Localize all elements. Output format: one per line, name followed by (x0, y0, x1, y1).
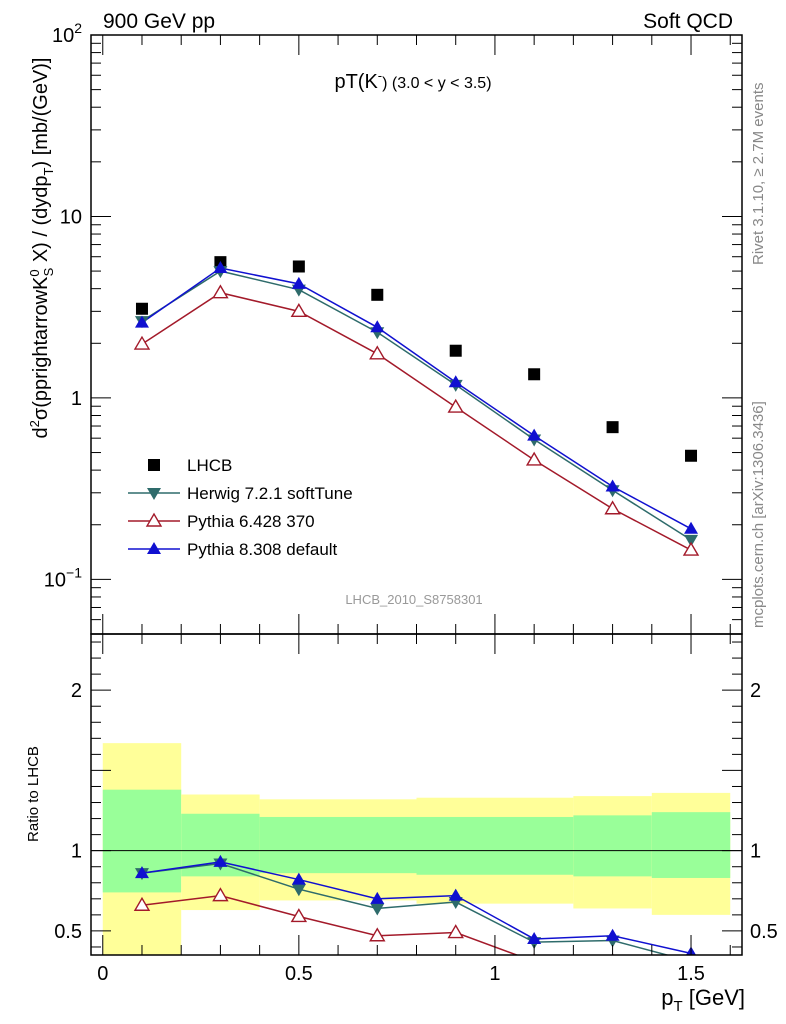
ratio-y-tick-label: 1 (71, 841, 82, 863)
data-point (292, 260, 305, 273)
legend-marker (145, 512, 163, 527)
mc-point (447, 398, 464, 413)
x-tick-label: 0.5 (285, 963, 313, 985)
ratio-point (133, 896, 151, 911)
mc-point (684, 534, 699, 547)
data-point (606, 421, 619, 434)
mc-point (133, 335, 151, 350)
mc-point (682, 541, 700, 556)
uncertainty-band-inner (651, 812, 731, 878)
series-line (141, 267, 692, 530)
legend-label: LHCB (187, 456, 232, 475)
main-plot-panel: 10−1 1 10 102 LHCB Herwig 7.2.1 softTune Pythi… (44, 20, 743, 635)
ratio-series-group (133, 854, 697, 955)
x-tick-label: 1.5 (677, 963, 705, 985)
rivet-version-text: Rivet 3.1.10, ≥ 2.7M events (750, 83, 767, 266)
mc-point (605, 479, 620, 492)
ratio-point (291, 872, 306, 885)
ratio-point (605, 928, 620, 941)
series-line (141, 270, 692, 541)
ratio-y-tick-label: 2 (750, 680, 761, 702)
ratio-point (213, 854, 228, 867)
mc-point (525, 451, 543, 466)
ratio-point (448, 888, 463, 901)
mc-point (212, 284, 229, 299)
legend-marker (148, 459, 160, 471)
y-tick-label: 102 (52, 20, 82, 47)
mc-point (134, 315, 149, 328)
x-axis-label: pT [GeV] (661, 985, 745, 1015)
data-point (135, 302, 148, 315)
ratio-point (369, 927, 386, 942)
ratio-line (141, 862, 670, 955)
data-point (528, 368, 541, 381)
mc-point (291, 276, 306, 289)
ratio-point (370, 891, 385, 904)
mcplots-site-text: mcplots.cern.ch [arXiv:1306.3436] (750, 401, 767, 628)
data-point (371, 288, 384, 301)
ratio-point (447, 924, 464, 939)
y-tick-label: 10 (60, 206, 82, 228)
y-axis-label: d2σ(pprightarrowK0S X) / (dydpT) [mb/(Ge… (27, 57, 56, 438)
uncertainty-band-inner (259, 816, 417, 874)
ratio-point (212, 887, 229, 902)
mc-point (290, 302, 308, 318)
mc-point (684, 521, 699, 534)
mc-point (370, 320, 385, 333)
mc-point (448, 375, 463, 388)
ratio-point (527, 931, 542, 944)
header-left: 900 GeV pp (103, 10, 215, 33)
legend-label: Pythia 8.308 default (187, 540, 338, 559)
x-tick-label: 0 (97, 963, 108, 985)
ratio-line (141, 861, 692, 955)
legend-marker (147, 542, 161, 554)
mc-point (604, 500, 621, 515)
header-right: Soft QCD (643, 10, 733, 33)
mc-point (369, 345, 386, 360)
ratio-point (611, 953, 614, 955)
ratio-point (134, 866, 149, 879)
mc-point (213, 260, 228, 273)
data-point (449, 344, 462, 357)
ratio-y-tick-label: 0.5 (750, 921, 778, 943)
ratio-y-tick-label: 0.5 (54, 921, 82, 943)
data-point (685, 449, 698, 462)
legend-label: Pythia 6.428 370 (187, 512, 315, 531)
mc-point (527, 428, 542, 441)
ratio-point (370, 903, 385, 916)
series-line (141, 291, 692, 551)
legend-label: Herwig 7.2.1 softTune (187, 484, 353, 503)
analysis-watermark: LHCB_2010_S8758301 (345, 592, 482, 607)
ratio-y-tick-label: 1 (750, 841, 761, 863)
ratio-y-axis-label: Ratio to LHCB (25, 746, 42, 842)
x-tick-label: 1 (489, 963, 500, 985)
plot-title: pT(K-) (3.0 < y < 3.5) (334, 68, 491, 93)
ratio-line (141, 894, 519, 955)
ratio-point (290, 908, 308, 923)
ratio-point (533, 953, 536, 955)
ratio-plot-panel: 0 0.5 1 1.5 0.5 0.5 1 1 2 2 (54, 633, 778, 985)
ratio-point (291, 884, 306, 897)
legend-marker (147, 488, 161, 500)
uncertainty-band-inner (573, 815, 652, 877)
y-tick-label: 10−1 (44, 564, 82, 591)
y-tick-label: 1 (71, 388, 82, 410)
ratio-y-tick-label: 2 (71, 680, 82, 702)
uncertainty-band-inner (416, 816, 574, 875)
